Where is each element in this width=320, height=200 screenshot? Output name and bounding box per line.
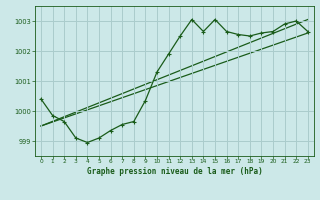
X-axis label: Graphe pression niveau de la mer (hPa): Graphe pression niveau de la mer (hPa): [86, 167, 262, 176]
